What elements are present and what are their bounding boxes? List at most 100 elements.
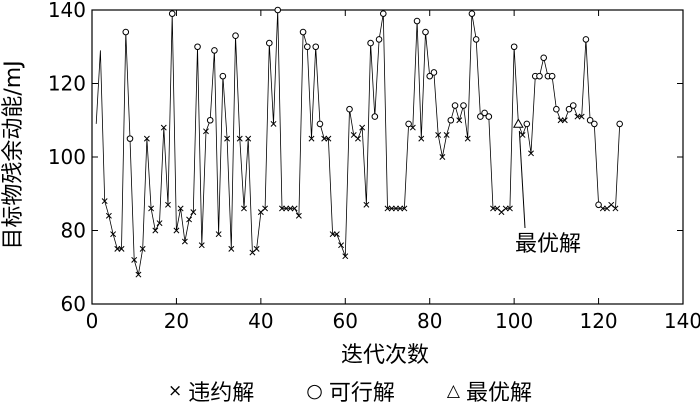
feasible-point: [481, 109, 488, 117]
circle-marker-icon: ○: [306, 379, 323, 402]
x-tick-label: 60: [333, 309, 358, 333]
violation-point: [203, 128, 209, 135]
feasible-point: [379, 10, 387, 17]
feasible-point: [477, 113, 484, 120]
plot-frame: [91, 9, 684, 305]
violation-point: [439, 154, 446, 160]
x-tick-label: 100: [495, 309, 533, 333]
violation-point: [321, 135, 328, 142]
violation-point: [143, 135, 150, 142]
feasible-point: [447, 116, 455, 124]
feasible-point: [595, 201, 602, 209]
violation-point: [418, 135, 425, 142]
violation-point: [152, 227, 159, 234]
feasible-point: [472, 36, 480, 43]
feasible-point: [375, 36, 383, 43]
violation-point: [101, 198, 108, 205]
feasible-point: [126, 135, 134, 142]
violation-point: [110, 231, 117, 238]
feasible-point: [413, 17, 421, 25]
violation-point: [456, 117, 463, 124]
violation-point: [114, 245, 121, 252]
feasible-point: [510, 43, 518, 51]
violation-point: [131, 256, 138, 263]
y-tick-label: 100: [48, 145, 86, 169]
violation-point: [241, 205, 247, 212]
y-tick-label: 60: [61, 292, 86, 316]
violation-point: [359, 124, 366, 131]
feasible-point: [616, 120, 623, 128]
violation-point: [135, 271, 142, 278]
feasible-point: [422, 28, 429, 36]
violation-point: [198, 242, 205, 249]
feasible-point: [371, 113, 379, 120]
violation-point: [139, 245, 146, 252]
feasible-point: [468, 10, 476, 17]
feasible-point: [569, 102, 577, 109]
violation-point: [557, 117, 564, 124]
violation-point: [354, 135, 361, 142]
triangle-marker-icon: △: [446, 380, 460, 401]
feasible-point: [211, 47, 218, 54]
feasible-point: [451, 102, 459, 109]
violation-point: [190, 209, 197, 216]
feasible-point: [582, 36, 590, 43]
violation-point: [262, 205, 269, 212]
violation-point: [177, 205, 184, 212]
violation-point: [388, 205, 395, 212]
violation-point: [506, 205, 513, 212]
violation-point: [333, 231, 340, 238]
violation-point: [148, 205, 155, 212]
violation-point: [291, 205, 298, 212]
violation-point: [392, 205, 399, 212]
violation-point: [464, 135, 471, 142]
violation-point: [435, 131, 442, 138]
feasible-point: [299, 28, 307, 36]
feasible-point: [553, 105, 560, 113]
violation-point: [173, 227, 180, 234]
feasible-point: [219, 72, 227, 80]
x-tick-label: 0: [86, 309, 99, 333]
violation-point: [502, 205, 509, 212]
x-tick-label: 20: [164, 309, 189, 333]
violation-point: [186, 216, 193, 223]
violation-point: [105, 212, 112, 219]
x-tick-label: 140: [664, 309, 700, 333]
legend-item-optimal: △ 最优解: [447, 375, 532, 407]
feasible-point: [565, 105, 573, 113]
violation-point: [338, 242, 345, 249]
violation-point: [561, 117, 568, 124]
violation-point: [384, 205, 391, 212]
feasible-point: [274, 6, 282, 14]
violation-point: [443, 131, 450, 138]
y-tick-label: 140: [48, 0, 86, 22]
x-marker-icon: ×: [168, 380, 183, 401]
feasible-point: [316, 120, 324, 128]
violation-point: [490, 205, 496, 212]
optimal-annotation-arrow: [518, 130, 526, 229]
violation-point: [224, 135, 231, 142]
violation-point: [287, 205, 294, 212]
y-axis-label: 目标物残余动能/mJ: [1, 60, 26, 249]
feasible-point: [405, 120, 412, 128]
violation-point: [279, 205, 285, 212]
feasible-point: [303, 43, 311, 51]
feasible-point: [367, 39, 374, 47]
violation-point: [181, 238, 188, 245]
violation-point: [160, 124, 167, 131]
violation-point: [215, 231, 222, 238]
violation-point: [245, 135, 252, 142]
feasible-point: [591, 120, 598, 128]
violation-point: [528, 150, 534, 157]
violation-point: [295, 212, 302, 219]
violation-point: [329, 231, 336, 238]
optimal-point: [513, 118, 524, 128]
optimal-annotation-label: 最优解: [515, 232, 581, 257]
legend-label-violation: 违约解: [188, 381, 255, 406]
feasible-point: [536, 72, 543, 80]
feasible-point: [485, 113, 493, 120]
violation-point: [270, 120, 277, 127]
y-tick-label: 80: [61, 219, 86, 243]
feasible-point: [232, 32, 239, 40]
feasible-point: [266, 39, 273, 47]
